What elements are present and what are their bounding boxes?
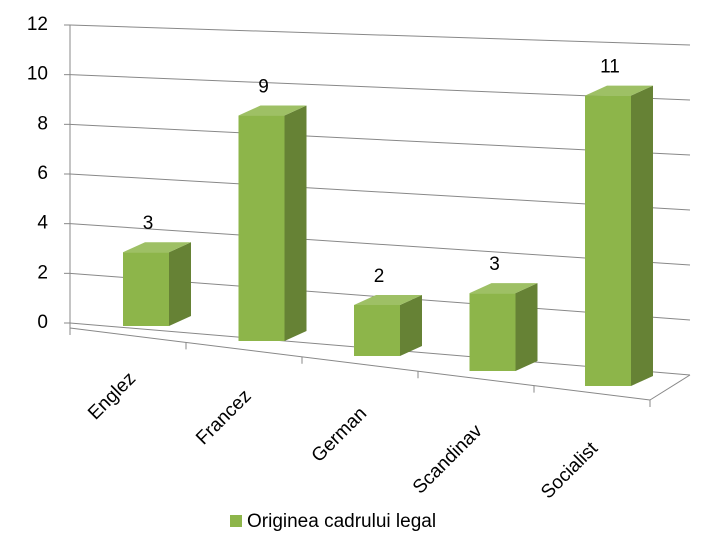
value-label: 11 [600,57,620,78]
bar-side [284,105,307,341]
y-tick-label: 0 [37,312,48,333]
x-tick-label: Socialist [537,438,602,503]
value-label: 3 [143,213,154,234]
x-tick-label: Scandinav [409,420,487,498]
bar-side [631,85,653,386]
grid-line [69,24,691,46]
legend-label: Originea cadrului legal [247,511,436,532]
floor-front [69,327,651,401]
bar-top [469,283,538,294]
bar-top [354,295,422,305]
bar-top [123,242,191,253]
legend-swatch [230,515,242,527]
y-tick-label: 6 [37,163,48,184]
bar [585,95,631,386]
x-tick-label: Englez [84,368,140,424]
floor-side [649,374,691,401]
x-tick-label: Francez [192,386,255,449]
y-tick-label: 10 [27,64,48,85]
value-label: 9 [258,77,269,98]
bar-side [169,242,191,326]
y-tick-label: 8 [37,113,48,134]
bar-top [238,105,307,116]
value-label: 2 [374,266,385,287]
value-label: 3 [489,254,500,275]
y-tick-label: 4 [37,213,48,234]
bar-side [400,295,422,356]
bar [469,293,516,371]
bar [354,305,400,356]
y-tick-label: 12 [27,14,48,35]
y-tick-label: 2 [37,262,48,283]
bar [238,115,285,341]
bar-side [515,283,538,371]
x-tick-label: German [308,403,371,466]
bar-top [585,85,653,96]
bar [123,252,169,326]
